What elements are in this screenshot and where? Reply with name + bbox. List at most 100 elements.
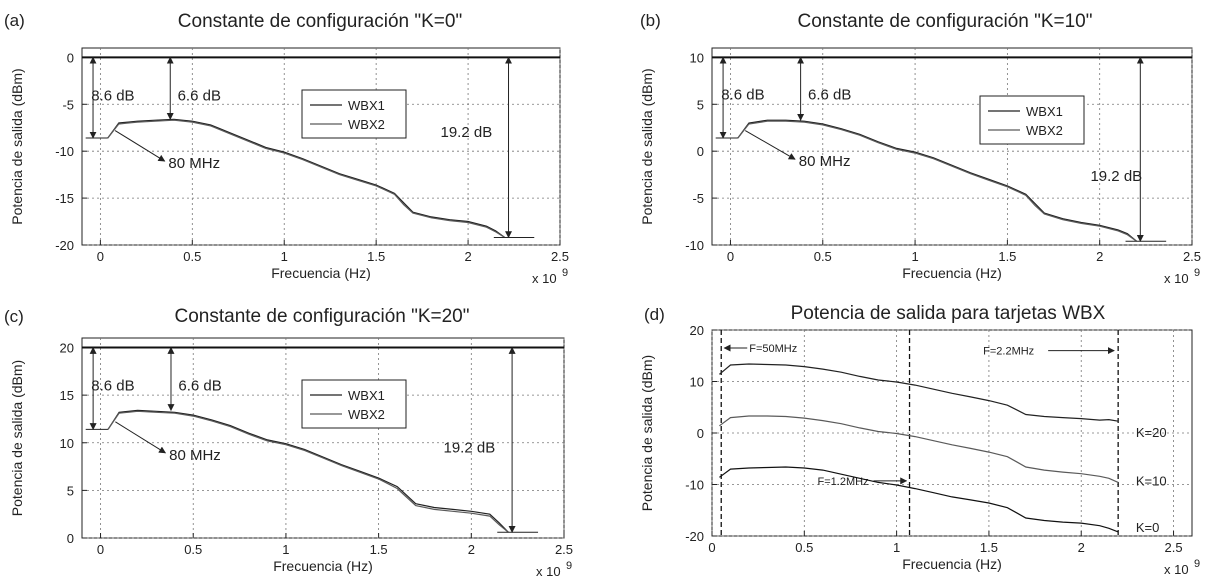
plot-area bbox=[81, 337, 565, 539]
y-tick-label: 20 bbox=[60, 341, 74, 356]
x-axis-multiplier: x 10 bbox=[1164, 562, 1189, 576]
legend: WBX1 WBX2 bbox=[301, 379, 407, 429]
chart-panel-1: 0 0.5 1 1.5 2 2.5 -20 -15 -10 -5 0 (a) Constante de … bbox=[4, 11, 569, 286]
x-tick-label: 2.5 bbox=[551, 249, 569, 264]
curve-label: K=0 bbox=[1136, 520, 1160, 535]
x-axis-label: Frecuencia (Hz) bbox=[271, 265, 371, 281]
legend-entry: WBX1 bbox=[348, 98, 385, 113]
y-tick-label: -10 bbox=[685, 478, 704, 493]
x-axis-label: Frecuencia (Hz) bbox=[902, 556, 1002, 572]
y-tick-label: -10 bbox=[685, 238, 704, 253]
vertical-marker-label: F=1.2MHz bbox=[818, 476, 869, 488]
annotation-label: 8.6 dB bbox=[91, 88, 134, 105]
x-tick-label: 0.5 bbox=[184, 542, 202, 557]
y-tick-label: 0 bbox=[697, 144, 704, 159]
series-line-1 bbox=[737, 119, 1137, 242]
x-tick-label: 0 bbox=[708, 540, 715, 555]
x-tick-label: 2 bbox=[464, 249, 471, 264]
legend-entry: WBX2 bbox=[348, 407, 385, 422]
chart-panel-2: 0 0.5 1 1.5 2 2.5 -10 -5 0 5 10 (b) Constante de con… bbox=[639, 11, 1201, 286]
plot-area bbox=[711, 47, 1193, 246]
y-tick-label: -5 bbox=[62, 97, 74, 112]
pointer-arrow bbox=[115, 421, 167, 454]
series-line-1 bbox=[107, 409, 509, 533]
annotation-label: 80 MHz bbox=[169, 447, 221, 464]
chart-title: Constante de configuración "K=20" bbox=[175, 306, 470, 327]
panel-label: (a) bbox=[4, 11, 25, 30]
x-tick-label: 2.5 bbox=[1164, 540, 1182, 555]
x-tick-label: 0 bbox=[727, 249, 734, 264]
y-tick-label: -15 bbox=[55, 191, 74, 206]
x-tick-label: 1 bbox=[282, 542, 289, 557]
legend-entry: WBX2 bbox=[1026, 123, 1063, 138]
annotation-label: 8.6 dB bbox=[721, 87, 764, 104]
legend: WBX1 WBX2 bbox=[301, 89, 407, 139]
annotation-label: 19.2 dB bbox=[444, 439, 496, 456]
x-tick-label: 2 bbox=[1096, 249, 1103, 264]
y-axis-label: Potencia de salida (dBm) bbox=[9, 68, 25, 224]
legend-box bbox=[301, 89, 407, 139]
x-tick-label: 1 bbox=[911, 249, 918, 264]
x-axis-label: Frecuencia (Hz) bbox=[273, 558, 373, 574]
y-tick-label: -20 bbox=[685, 529, 704, 544]
annotation-label: 6.6 dB bbox=[178, 377, 221, 394]
x-axis-multiplier: x 10 bbox=[536, 564, 561, 576]
annotation-label: 6.6 dB bbox=[178, 88, 221, 105]
y-tick-label: -20 bbox=[55, 238, 74, 253]
x-axis-multiplier: x 10 bbox=[1164, 271, 1189, 286]
y-tick-label: 0 bbox=[67, 50, 74, 65]
curve-label: K=10 bbox=[1136, 473, 1167, 488]
y-axis-label: Potencia de salida (dBm) bbox=[639, 68, 655, 224]
y-tick-label: -10 bbox=[55, 144, 74, 159]
x-axis-multiplier-exponent: 9 bbox=[1194, 267, 1200, 279]
vertical-marker-label: F=50MHz bbox=[749, 343, 797, 355]
legend-entry: WBX1 bbox=[1026, 104, 1063, 119]
x-axis-multiplier-exponent: 9 bbox=[1194, 558, 1200, 570]
x-tick-label: 1.5 bbox=[980, 540, 998, 555]
panel-label: (b) bbox=[640, 11, 661, 30]
annotation-label: 19.2 dB bbox=[441, 124, 493, 141]
panel-label: (d) bbox=[644, 305, 665, 324]
x-tick-label: 1 bbox=[893, 540, 900, 555]
plot-area bbox=[81, 47, 561, 246]
x-tick-label: 2.5 bbox=[1183, 249, 1201, 264]
annotation-label: 8.6 dB bbox=[91, 377, 134, 394]
x-tick-label: 2.5 bbox=[555, 542, 573, 557]
y-tick-label: 20 bbox=[690, 323, 704, 338]
y-tick-label: 5 bbox=[697, 97, 704, 112]
pointer-arrow bbox=[114, 130, 166, 162]
y-tick-label: 0 bbox=[697, 426, 704, 441]
series-line-1 bbox=[107, 118, 506, 238]
y-tick-label: 15 bbox=[60, 388, 74, 403]
annotation-label: 19.2 dB bbox=[1090, 168, 1142, 185]
series-line-2 bbox=[719, 415, 1119, 483]
x-tick-label: 0.5 bbox=[795, 540, 813, 555]
x-axis-multiplier-exponent: 9 bbox=[562, 267, 568, 279]
annotation-label: 6.6 dB bbox=[808, 87, 851, 104]
x-tick-label: 1 bbox=[281, 249, 288, 264]
y-axis-label: Potencia de salida (dBm) bbox=[9, 360, 25, 516]
x-tick-label: 2 bbox=[468, 542, 475, 557]
legend-entry: WBX1 bbox=[348, 388, 385, 403]
chart-title: Constante de configuración "K=10" bbox=[798, 11, 1093, 32]
legend: WBX1 WBX2 bbox=[979, 95, 1085, 145]
chart-title: Potencia de salida para tarjetas WBX bbox=[791, 303, 1106, 324]
x-axis-multiplier-exponent: 9 bbox=[566, 560, 572, 572]
series-line-2 bbox=[737, 120, 1137, 242]
x-tick-label: 2 bbox=[1078, 540, 1085, 555]
x-axis-label: Frecuencia (Hz) bbox=[902, 265, 1002, 281]
x-tick-label: 0.5 bbox=[814, 249, 832, 264]
y-tick-label: 0 bbox=[67, 531, 74, 546]
legend-box bbox=[979, 95, 1085, 145]
x-tick-label: 0.5 bbox=[183, 249, 201, 264]
x-tick-label: 0 bbox=[97, 249, 104, 264]
y-tick-label: 10 bbox=[690, 50, 704, 65]
x-tick-label: 1.5 bbox=[367, 249, 385, 264]
y-axis-label: Potencia de salida (dBm) bbox=[639, 355, 655, 511]
y-tick-label: 10 bbox=[690, 375, 704, 390]
curve-label: K=20 bbox=[1136, 425, 1167, 440]
annotation-label: 80 MHz bbox=[168, 155, 220, 172]
x-tick-label: 0 bbox=[97, 542, 104, 557]
series-line-2 bbox=[107, 410, 509, 533]
